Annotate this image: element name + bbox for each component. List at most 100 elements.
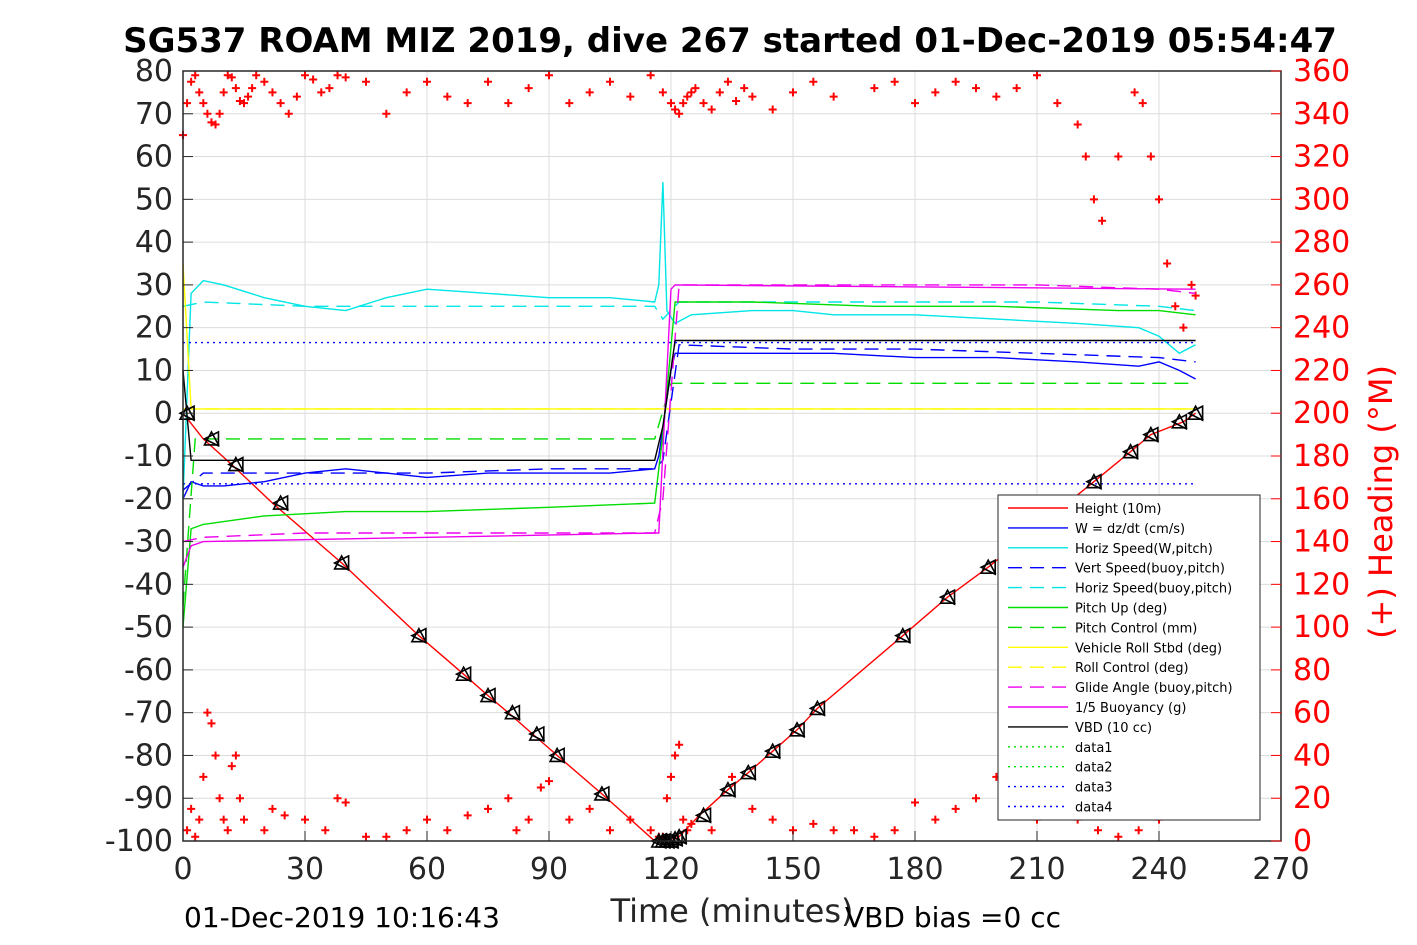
heading-point bbox=[227, 762, 236, 771]
heading-point bbox=[301, 815, 309, 824]
x-tick-label: 60 bbox=[408, 852, 446, 887]
heading-point bbox=[333, 794, 342, 803]
legend-label: VBD (10 cc) bbox=[1075, 721, 1152, 736]
heading-point bbox=[504, 794, 513, 803]
heading-point bbox=[829, 92, 838, 101]
heading-point bbox=[463, 811, 472, 820]
heading-point bbox=[1053, 99, 1062, 108]
heading-point bbox=[333, 71, 342, 80]
heading-point bbox=[187, 77, 196, 86]
heading-point bbox=[199, 99, 208, 108]
heading-point bbox=[423, 77, 431, 86]
legend-label: Pitch Up (deg) bbox=[1075, 602, 1167, 617]
heading-point bbox=[183, 99, 192, 108]
heading-point bbox=[203, 708, 212, 717]
heading-point bbox=[687, 88, 696, 97]
heading-point bbox=[606, 826, 614, 835]
heading-point bbox=[1098, 216, 1107, 225]
heading-point bbox=[545, 777, 553, 786]
chart-title: SG537 ROAM MIZ 2019, dive 267 started 01… bbox=[123, 21, 1337, 61]
y-tick-label: -60 bbox=[124, 653, 173, 688]
heading-point bbox=[341, 798, 350, 807]
depth-marker-up bbox=[695, 806, 712, 823]
heading-point bbox=[671, 105, 680, 114]
heading-point bbox=[1134, 826, 1143, 835]
right-tick-label: 280 bbox=[1293, 225, 1350, 260]
depth-marker-up bbox=[479, 686, 497, 703]
depth-marker-up bbox=[1142, 425, 1160, 442]
heading-point bbox=[951, 77, 960, 86]
x-axis-ticks: 0 30 60 90 120 150 180 210 240 270 bbox=[173, 831, 1310, 887]
heading-point bbox=[268, 804, 277, 813]
x-tick-label: 120 bbox=[642, 852, 699, 887]
right-tick-label: 100 bbox=[1293, 610, 1350, 645]
heading-point bbox=[231, 84, 240, 93]
heading-point bbox=[317, 88, 326, 97]
depth-marker-left bbox=[938, 588, 956, 606]
depth-marker-up bbox=[719, 780, 737, 797]
heading-point bbox=[248, 84, 257, 93]
legend-label: Vert Speed(buoy,pitch) bbox=[1075, 562, 1225, 577]
depth-marker-left bbox=[454, 665, 472, 683]
x-tick-label: 90 bbox=[530, 852, 568, 887]
heading-point bbox=[512, 826, 521, 835]
depth-marker-left bbox=[548, 747, 565, 764]
heading-point bbox=[1155, 195, 1163, 204]
heading-point bbox=[284, 109, 293, 118]
heading-point bbox=[292, 92, 301, 101]
series-line-3 bbox=[182, 344, 1196, 491]
heading-point bbox=[215, 109, 224, 118]
heading-point bbox=[235, 96, 244, 105]
heading-point bbox=[231, 751, 240, 760]
right-tick-label: 340 bbox=[1293, 97, 1350, 132]
depth-marker-left bbox=[739, 764, 757, 781]
right-tick-label: 320 bbox=[1293, 140, 1350, 175]
heading-point bbox=[443, 826, 452, 835]
legend-label: data2 bbox=[1075, 761, 1113, 776]
y-tick-label: -10 bbox=[124, 439, 173, 474]
y-tick-label: 10 bbox=[135, 353, 173, 388]
heading-point bbox=[223, 826, 232, 835]
heading-point bbox=[662, 794, 671, 803]
x-tick-label: 240 bbox=[1130, 852, 1187, 887]
heading-point bbox=[280, 811, 289, 820]
heading-point bbox=[362, 77, 370, 86]
depth-marker-left bbox=[1085, 473, 1102, 490]
legend-label: Horiz Speed(W,pitch) bbox=[1075, 542, 1213, 557]
x-tick-label: 180 bbox=[886, 852, 943, 887]
heading-point bbox=[890, 826, 899, 835]
depth-marker-left bbox=[694, 807, 712, 824]
heading-point bbox=[484, 77, 492, 86]
heading-point bbox=[223, 71, 232, 80]
series-line-2 bbox=[182, 182, 1196, 499]
y-tick-label: -100 bbox=[105, 824, 173, 859]
heading-point bbox=[240, 815, 248, 824]
heading-point bbox=[524, 84, 533, 93]
depth-marker-left bbox=[1142, 426, 1159, 443]
depth-marker-left bbox=[202, 430, 220, 448]
x-tick-label: 150 bbox=[764, 852, 821, 887]
heading-point bbox=[870, 84, 879, 93]
heading-point bbox=[707, 105, 716, 114]
heading-point bbox=[658, 88, 667, 97]
y-tick-label: 80 bbox=[135, 54, 173, 89]
heading-point bbox=[646, 71, 655, 80]
series-line-10 bbox=[182, 284, 1196, 568]
y-tick-label: -20 bbox=[124, 482, 173, 517]
footer-vbd-bias: VBD bias =0 cc bbox=[845, 901, 1061, 934]
depth-marker-left bbox=[808, 700, 826, 717]
heading-point bbox=[646, 826, 655, 835]
depth-marker-left bbox=[719, 781, 736, 798]
heading-point bbox=[931, 815, 940, 824]
heading-point bbox=[565, 99, 574, 108]
y-tick-label: 20 bbox=[135, 311, 173, 346]
heading-point bbox=[195, 815, 204, 824]
right-tick-label: 240 bbox=[1293, 311, 1350, 346]
heading-point bbox=[1081, 152, 1090, 161]
depth-marker-up bbox=[1085, 472, 1103, 489]
y-tick-label: 0 bbox=[154, 396, 173, 431]
y-tick-label: -30 bbox=[124, 525, 173, 560]
heading-point bbox=[260, 826, 269, 835]
heading-point bbox=[402, 88, 411, 97]
depth-marker-up bbox=[504, 703, 521, 720]
